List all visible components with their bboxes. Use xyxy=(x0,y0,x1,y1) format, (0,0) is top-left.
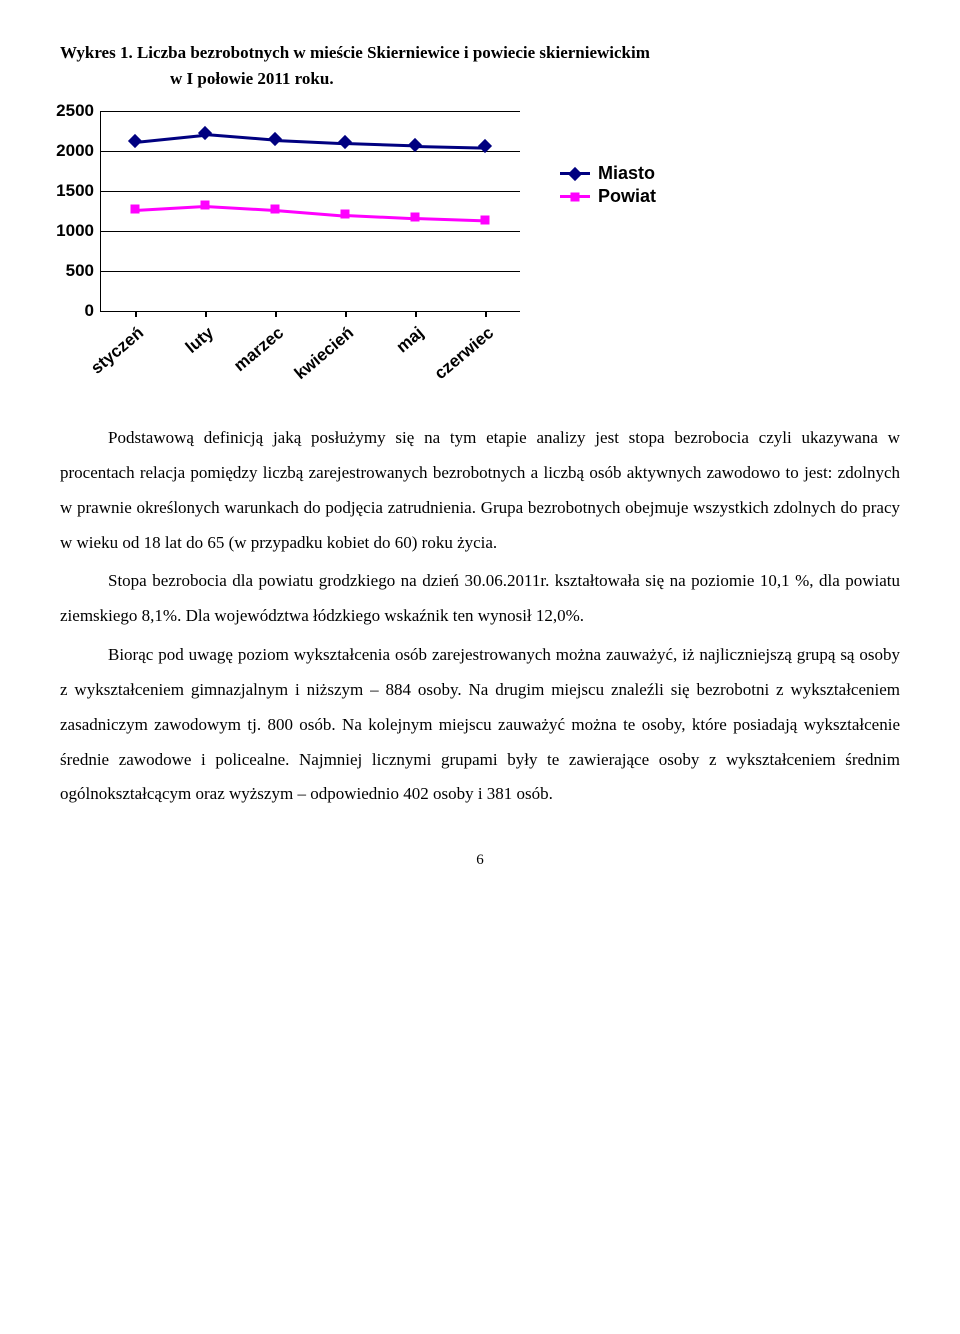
x-tick-label: marzec xyxy=(230,323,288,376)
marker-miasto xyxy=(268,132,282,146)
legend-item-miasto: Miasto xyxy=(560,163,656,184)
series-line-miasto xyxy=(205,133,275,141)
x-tick-label: czerwiec xyxy=(431,323,498,384)
series-line-powiat xyxy=(135,205,205,211)
y-tick-label: 1000 xyxy=(34,221,100,241)
series-line-miasto xyxy=(415,145,485,149)
marker-miasto xyxy=(198,126,212,140)
y-axis xyxy=(100,111,101,311)
series-line-powiat xyxy=(275,209,345,217)
gridline xyxy=(100,191,520,192)
figure-title-line2: w I połowie 2011 roku. xyxy=(60,66,900,92)
x-tick-label: luty xyxy=(182,323,218,358)
gridline xyxy=(100,231,520,232)
marker-powiat xyxy=(481,215,490,224)
y-tick-label: 1500 xyxy=(34,181,100,201)
legend-marker-icon xyxy=(568,166,582,180)
gridline xyxy=(100,271,520,272)
paragraph-2: Stopa bezrobocia dla powiatu grodzkiego … xyxy=(60,564,900,634)
marker-powiat xyxy=(341,210,350,219)
series-line-powiat xyxy=(415,217,485,222)
figure-title-line1: Wykres 1. Liczba bezrobotnych w mieście … xyxy=(60,40,900,66)
marker-miasto xyxy=(128,134,142,148)
series-line-miasto xyxy=(135,133,205,143)
y-tick-label: 500 xyxy=(34,261,100,281)
legend-label: Powiat xyxy=(598,186,656,207)
legend-swatch xyxy=(560,172,590,175)
x-tick-label: kwiecień xyxy=(291,323,358,384)
marker-powiat xyxy=(271,204,280,213)
legend-swatch xyxy=(560,195,590,198)
y-tick-label: 2000 xyxy=(34,141,100,161)
marker-miasto xyxy=(338,135,352,149)
legend-item-powiat: Powiat xyxy=(560,186,656,207)
series-line-miasto xyxy=(345,142,415,147)
legend-label: Miasto xyxy=(598,163,655,184)
y-tick-label: 2500 xyxy=(34,101,100,121)
marker-miasto xyxy=(408,138,422,152)
x-tick-label: styczeń xyxy=(87,323,148,378)
gridline xyxy=(100,111,520,112)
paragraph-1: Podstawową definicją jaką posłużymy się … xyxy=(60,421,900,560)
series-line-miasto xyxy=(275,139,345,145)
series-line-powiat xyxy=(205,205,275,211)
paragraph-3: Biorąc pod uwagę poziom wykształcenia os… xyxy=(60,638,900,812)
marker-powiat xyxy=(201,200,210,209)
unemployment-chart: 05001000150020002500MiastoPowiat styczeń… xyxy=(60,111,900,391)
legend-marker-icon xyxy=(571,192,580,201)
marker-powiat xyxy=(411,213,420,222)
y-tick-label: 0 xyxy=(34,301,100,321)
x-tick-label: maj xyxy=(393,323,428,357)
page-number: 6 xyxy=(60,852,900,869)
gridline xyxy=(100,151,520,152)
series-line-powiat xyxy=(345,214,415,220)
chart-legend: MiastoPowiat xyxy=(560,161,656,209)
marker-powiat xyxy=(131,204,140,213)
